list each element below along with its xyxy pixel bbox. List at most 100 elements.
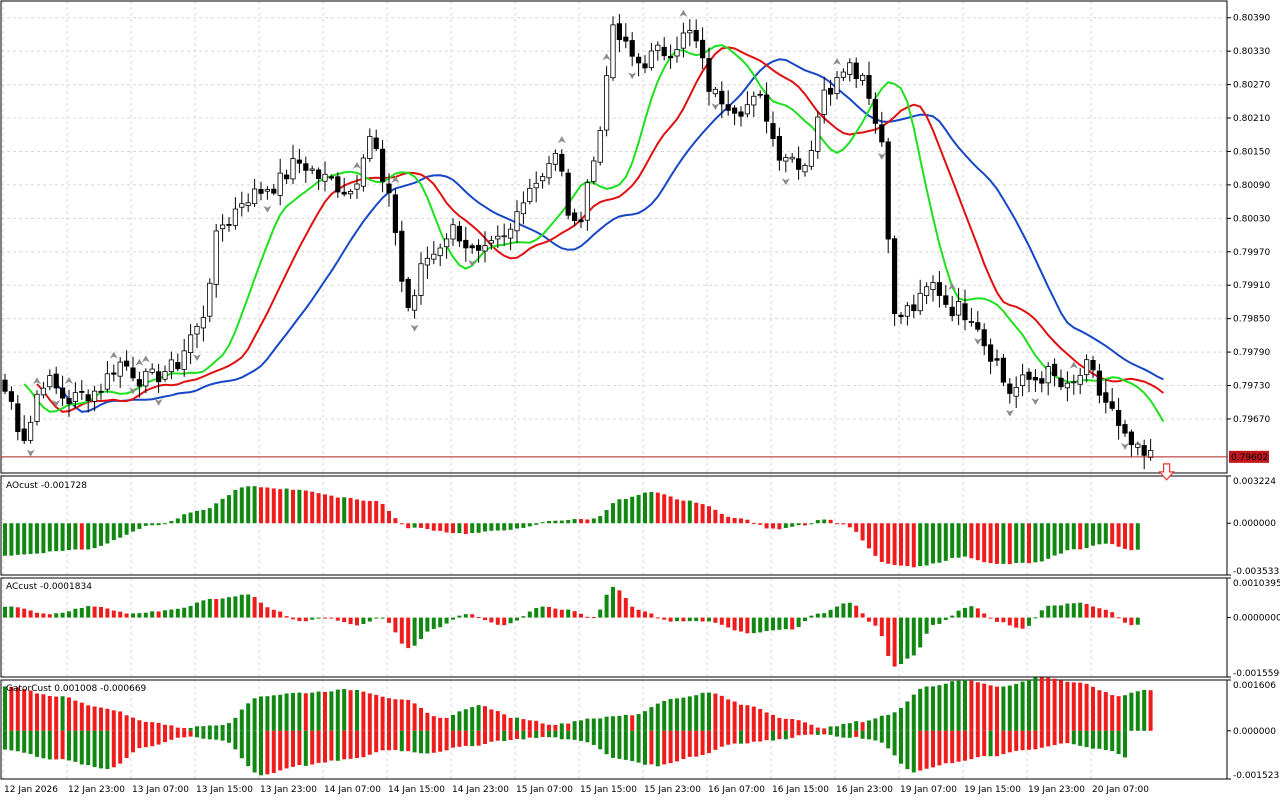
histogram-bar [361, 617, 366, 624]
fractal-down-icon [52, 400, 61, 408]
histogram-bar [374, 730, 379, 753]
histogram-bar [380, 617, 385, 619]
histogram-bar [182, 730, 187, 738]
histogram-bar [284, 488, 289, 524]
histogram-bar [828, 726, 833, 731]
histogram-bar [937, 617, 942, 624]
time-tick-label: 15 Jan 07:00 [516, 785, 573, 795]
histogram-bar [111, 523, 116, 541]
histogram-bar [143, 523, 148, 526]
fractal-up-icon [353, 161, 361, 169]
histogram-bar [815, 727, 820, 731]
bid-price-label: 0.79602 [1231, 453, 1268, 463]
histogram-bar [636, 609, 641, 618]
histogram-bar [41, 523, 46, 554]
histogram-bar [662, 617, 667, 620]
histogram-bar [745, 705, 750, 731]
time-tick-label: 16 Jan 15:00 [772, 785, 829, 795]
histogram-bar [694, 730, 699, 757]
histogram-bar [406, 523, 411, 529]
histogram-bar [207, 508, 212, 524]
histogram-bar [355, 617, 359, 626]
histogram-bar [790, 617, 795, 630]
candle-body [802, 165, 808, 173]
candle-body [117, 361, 123, 377]
histogram-bar [227, 723, 231, 731]
candle-body [719, 90, 725, 105]
histogram-bar [239, 594, 244, 618]
histogram-bar [899, 617, 903, 665]
histogram-bar [131, 717, 135, 731]
price-tick-label: 0.79850 [1233, 315, 1270, 325]
candle-body [565, 172, 571, 216]
histogram-bar [35, 612, 39, 618]
histogram-bar [943, 730, 948, 764]
histogram-bar [150, 730, 155, 747]
histogram-bar [1103, 523, 1108, 544]
histogram-bar [303, 693, 308, 731]
histogram-bar [252, 486, 257, 524]
candle-body [1039, 378, 1045, 384]
histogram-bar [879, 523, 884, 563]
price-tick-label: 0.79730 [1233, 382, 1270, 392]
histogram-bar [131, 523, 135, 532]
candle-body [130, 367, 136, 379]
histogram-bar [566, 609, 571, 618]
histogram-bar [175, 727, 180, 731]
ao-pane-label: AOcust -0.001728 [6, 481, 87, 491]
histogram-bar [655, 492, 660, 524]
histogram-bar [1065, 603, 1070, 618]
candle-body [226, 224, 232, 226]
histogram-bar [777, 717, 782, 731]
price-tick-label: 0.80210 [1233, 114, 1270, 124]
histogram-bar [572, 519, 577, 524]
histogram-bar [246, 730, 251, 767]
histogram-bar [873, 523, 878, 556]
histogram-bar [476, 705, 481, 731]
histogram-bar [367, 730, 372, 755]
histogram-bar [67, 611, 71, 618]
candle-body [962, 303, 968, 321]
histogram-bar [1007, 730, 1012, 753]
candle-body [149, 368, 155, 373]
histogram-bar [758, 709, 763, 731]
histogram-bar [1135, 691, 1140, 731]
candle-body [732, 107, 738, 114]
histogram-bar [956, 730, 961, 762]
candle-body [744, 104, 751, 115]
candle-body [1045, 366, 1051, 384]
histogram-bar [899, 730, 903, 764]
histogram-bar [73, 700, 78, 731]
histogram-bar [387, 617, 391, 623]
histogram-bar [687, 500, 692, 524]
pane-frame-ao [0, 475, 1228, 576]
histogram-bar [860, 722, 865, 731]
histogram-bar [604, 730, 609, 755]
histogram-bar [726, 730, 731, 745]
histogram-bar [73, 730, 78, 762]
histogram-bar [886, 714, 891, 731]
histogram-bar [246, 594, 251, 618]
histogram-bar [1097, 523, 1102, 545]
histogram-bar [553, 520, 558, 524]
candle-body [514, 211, 520, 232]
candle-body [860, 74, 866, 81]
histogram-bar [559, 609, 564, 618]
histogram-bar [1097, 690, 1102, 731]
histogram-bar [265, 487, 270, 524]
histogram-bar [201, 600, 206, 618]
histogram-bar [1078, 682, 1083, 731]
candle-body [764, 94, 770, 122]
histogram-bar [758, 730, 763, 742]
histogram-bar [534, 730, 539, 738]
pane-frame-price [0, 0, 1228, 474]
histogram-bar [854, 605, 859, 618]
histogram-bar [259, 602, 263, 618]
candle-body [853, 62, 859, 80]
candle-body [354, 183, 360, 190]
candle-body [540, 176, 546, 182]
candle-body [687, 30, 693, 34]
candle-body [463, 239, 469, 249]
fractal-up-icon [679, 9, 688, 17]
